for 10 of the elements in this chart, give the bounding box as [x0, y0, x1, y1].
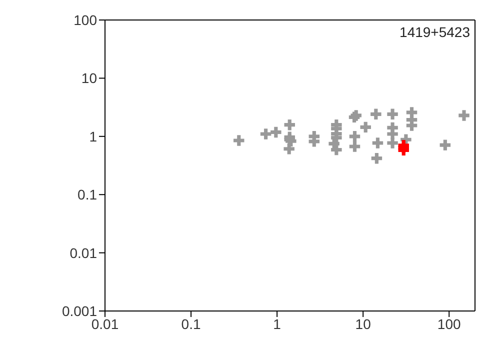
- x-tick-label: 100: [437, 316, 461, 332]
- x-tick-label: 10: [355, 316, 372, 332]
- x-tick-label: 0.1: [181, 316, 201, 332]
- y-tick-label: 1: [89, 128, 98, 144]
- y-tick-label: 10: [81, 70, 98, 86]
- x-tick-label: 1: [273, 316, 282, 332]
- y-tick-label: 100: [74, 12, 98, 28]
- annotation: 1419+5423: [400, 24, 470, 40]
- y-tick-label: 0.1: [78, 186, 98, 203]
- y-tick-label: 0.01: [70, 244, 98, 261]
